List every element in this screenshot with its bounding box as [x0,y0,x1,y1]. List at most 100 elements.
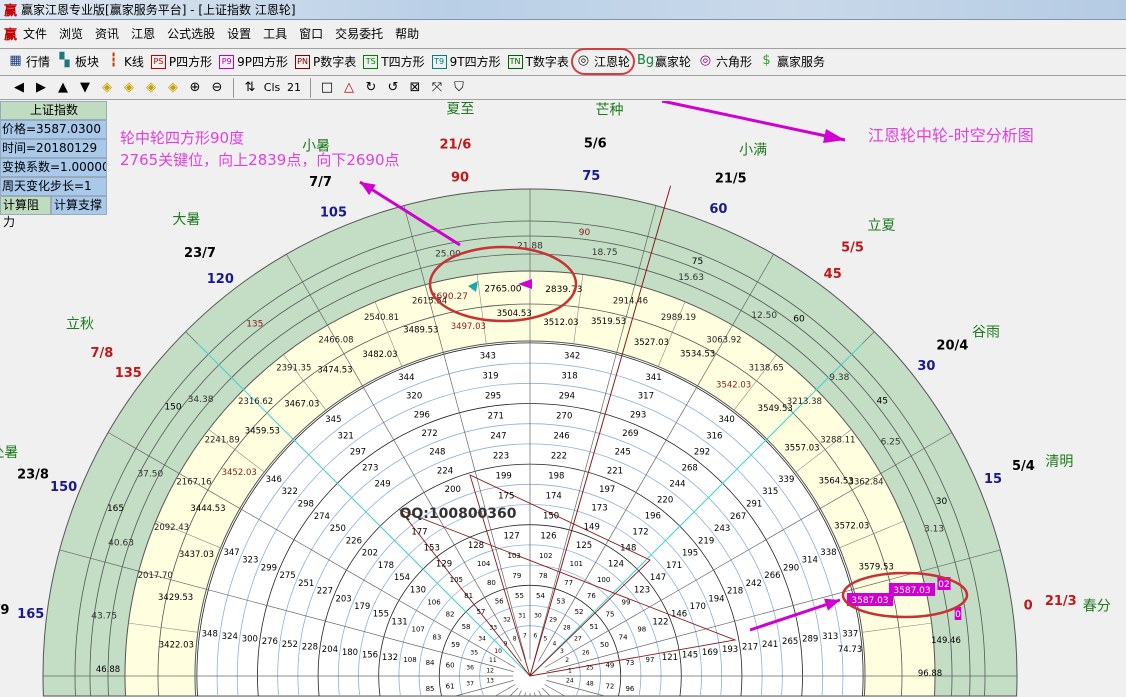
price-field[interactable]: 价格=3587.0300 [0,120,107,139]
spiral-number: 348 [202,629,218,639]
rotate-cw-icon[interactable]: ↻ [365,80,377,95]
box-x-icon[interactable]: ⊠ [409,80,421,95]
spiral-number: 103 [508,552,521,560]
radial-line [544,432,952,668]
toolbar-button-8[interactable]: TN T数字表 [507,53,569,70]
spiral-number: 85 [426,685,435,693]
move-down-icon[interactable]: ◈ [168,80,178,95]
date-label: 23/7 [184,246,216,261]
zoom-in-icon[interactable]: ⊕ [189,80,201,95]
spiral-number: 73 [625,659,634,667]
toolbar-button-0[interactable]: ▦ 行情 [8,53,50,70]
arrow-down-icon[interactable]: ▼ [80,80,90,95]
spiral-number: 34 [478,636,486,643]
menu-item-5[interactable]: 设置 [227,27,252,41]
arrow-left-icon[interactable]: ◀ [14,80,24,95]
spiral-number: 28 [563,625,571,632]
toolbar-button-4[interactable]: P9 9P四方形 [219,53,288,70]
menu-item-7[interactable]: 窗口 [299,27,324,41]
toolbar-button-10[interactable]: Bg 赢家轮 [637,53,691,70]
time-field[interactable]: 时间=20180129 [0,139,107,158]
move-up-icon[interactable]: ◈ [146,80,156,95]
toolbar-button-7[interactable]: T9 9T四方形 [431,53,501,70]
menu-item-0[interactable]: 文件 [23,27,48,41]
radial-line [509,687,519,697]
tn-icon: TN [507,54,523,69]
spiral-number: 217 [742,643,758,653]
clear-icon[interactable]: ⛉ [454,80,464,95]
spiral-number: 48 [586,680,594,687]
ring-fraction-value: 18.75 [592,248,618,258]
spiral-number: 29 [549,617,557,624]
degree-label: 135 [115,366,142,381]
spiral-number: 267 [730,512,746,522]
menu-item-9[interactable]: 帮助 [395,27,420,41]
toolbar-button-9[interactable]: ◎ 江恩轮 [570,48,635,75]
solar-term-label: 大暑 [172,212,200,228]
spiral-number: 127 [503,532,519,542]
cls-icon[interactable]: Cls [263,81,281,94]
step-field[interactable]: 周天变化步长=1 [0,177,107,196]
toolbar-label: 行情 [26,55,51,69]
degree-label: 60 [709,202,727,217]
date-label: 21/6 [439,138,471,153]
radial-line [403,205,526,660]
triangle-icon[interactable]: △ [344,80,354,95]
calendar-21-icon[interactable]: 21 [287,81,301,94]
toolbar-button-12[interactable]: $ 赢家服务 [759,53,825,70]
toolbar-button-3[interactable]: PS P四方形 [150,53,212,70]
move-left-icon[interactable]: ◈ [102,80,112,95]
spiral-number: 5 [543,635,547,642]
down-level-value: 2690.27 [431,292,468,302]
spiral-number: 1 [568,667,572,674]
spiral-number: 155 [373,610,389,620]
level-ring-value: 2989.19 [661,313,696,323]
ring-degree-value: 90 [579,228,591,238]
sort-icon[interactable]: ⇅ [244,80,256,95]
toolbar-button-1[interactable]: ▚ 板块 [57,53,100,70]
radial-line [524,692,526,697]
app-menu-logo-icon[interactable]: 赢 [4,28,18,43]
arrow-right-icon[interactable]: ▶ [36,80,46,95]
menu-item-8[interactable]: 交易委托 [335,27,384,41]
panel-title: 上证指数 [0,101,107,120]
toolbar-label: 赢家服务 [776,55,825,69]
spiral-number: 75 [606,611,615,619]
menu-item-3[interactable]: 江恩 [131,27,156,41]
rectangle-icon[interactable]: □ [320,80,334,95]
zoom-out-icon[interactable]: ⊖ [211,80,223,95]
spiral-number: 241 [762,640,778,650]
toolbar-button-2[interactable]: ┇ K线 [106,53,144,70]
toolbar-button-5[interactable]: PN P数字表 [295,53,356,70]
spiral-number: 27 [574,636,582,643]
spiral-number: 156 [362,650,378,660]
menu-item-6[interactable]: 工具 [263,27,288,41]
radial-subline [155,520,221,549]
solar-term-label: 芒种 [595,103,623,119]
pn-icon: PN [295,54,311,69]
radial-line [534,692,536,697]
spiral-number: 9 [504,641,508,648]
radial-subline [476,274,487,344]
toolbar-button-11[interactable]: ◎ 六角形 [698,53,752,70]
rotate-ccw-icon[interactable]: ↺ [387,80,399,95]
calc-support-button[interactable]: 计算支撑 [51,196,107,215]
menu-item-4[interactable]: 公式选股 [167,27,216,41]
toolbar-button-6[interactable]: TS T四方形 [363,53,425,70]
spiral-number: 322 [282,487,298,497]
arrow-up-icon[interactable]: ▲ [58,80,68,95]
ring-degree-value: 30 [936,497,948,507]
menu-item-1[interactable]: 浏览 [59,27,84,41]
spiral-number: 50 [600,641,609,649]
coefficient-field[interactable]: 变换系数=1.000000 [0,158,107,177]
move-right-icon[interactable]: ◈ [124,80,134,95]
crosshair-icon[interactable]: ⤧ [431,80,443,95]
date-label: 20/4 [936,339,968,354]
spiral-number: 243 [714,524,730,534]
spiral-number: 268 [682,463,698,473]
spiral-number: 219 [698,536,714,546]
menu-item-2[interactable]: 资讯 [95,27,120,41]
ring-fraction-value: 40.63 [108,539,134,549]
calc-resistance-button[interactable]: 计算阻力 [0,196,51,229]
